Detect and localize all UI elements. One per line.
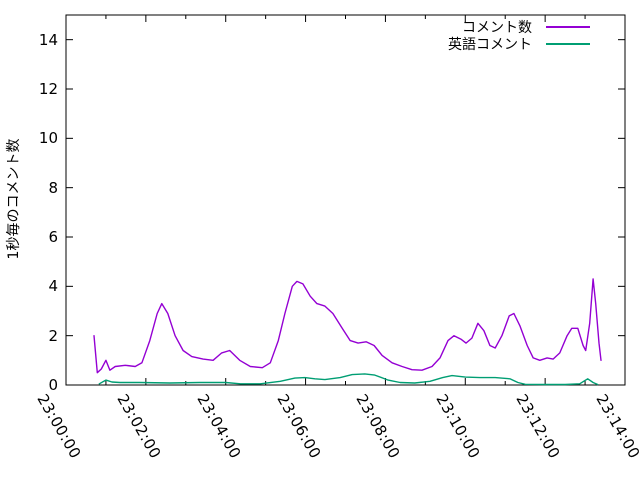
- legend-line-sample-comments: [546, 26, 590, 28]
- legend-line-sample-english-comments: [546, 43, 590, 45]
- y-tick-label: 8: [48, 178, 58, 197]
- legend-entry-comments: コメント数: [462, 19, 590, 36]
- legend-label-comments: コメント数: [462, 20, 532, 36]
- y-tick-label: 12: [38, 80, 58, 98]
- plot-border: [65, 14, 626, 386]
- y-tick-label: 6: [48, 228, 58, 246]
- legend-label-english-comments: 英語コメント: [448, 37, 532, 53]
- series-line-コメント数: [93, 278, 602, 374]
- y-tick-label: 2: [48, 326, 58, 345]
- y-tick-label: 4: [48, 277, 58, 296]
- y-tick-label: 10: [38, 129, 58, 148]
- legend-entry-english-comments: 英語コメント: [448, 36, 590, 53]
- series-line-英語コメント: [98, 373, 599, 386]
- legend: コメント数 英語コメント: [448, 19, 590, 53]
- y-tick-label: 14: [38, 30, 58, 49]
- y-tick-label: 0: [48, 376, 58, 394]
